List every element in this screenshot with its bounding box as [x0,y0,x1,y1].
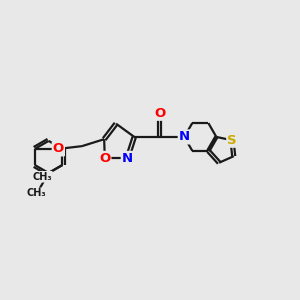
Text: N: N [122,152,133,165]
Text: CH₃: CH₃ [32,172,52,182]
Text: CH₃: CH₃ [27,188,46,198]
Text: N: N [179,130,190,143]
Text: O: O [99,152,110,165]
Text: O: O [154,107,166,120]
Text: S: S [227,134,237,147]
Text: O: O [53,142,64,155]
